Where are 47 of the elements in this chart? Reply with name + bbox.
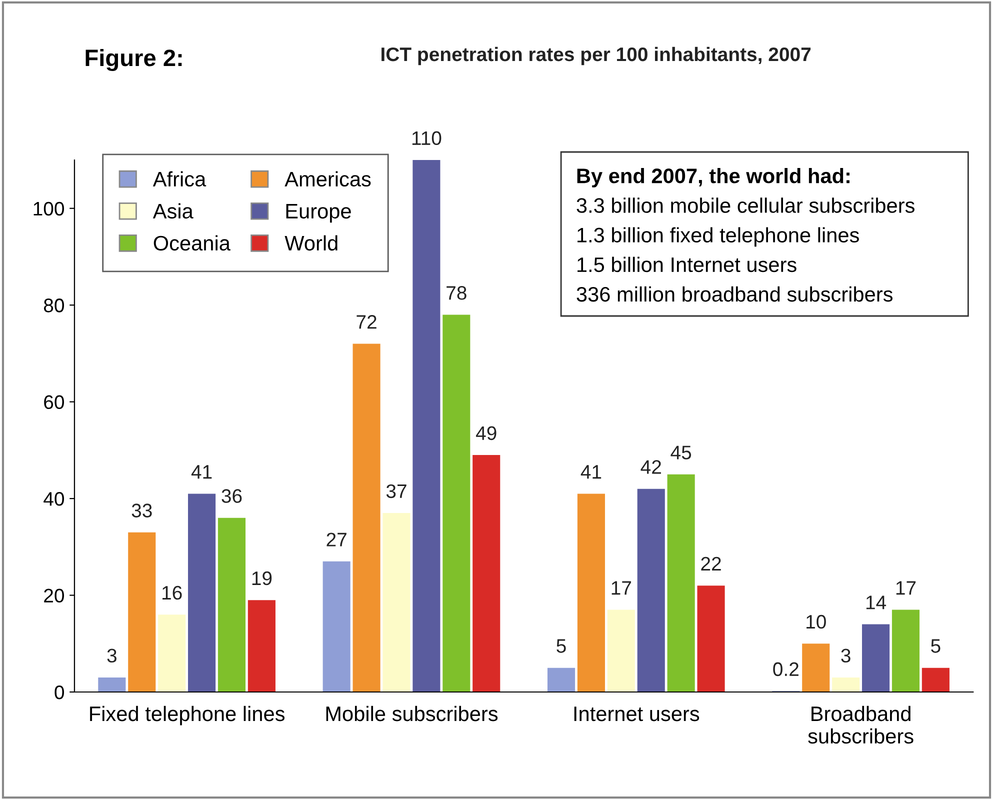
- legend-label: World: [284, 235, 338, 251]
- data-label: 45: [670, 446, 692, 460]
- data-label: 42: [640, 460, 661, 474]
- y-tick-label: 40: [44, 492, 64, 506]
- y-tick-label: 100: [34, 202, 64, 216]
- data-label: 0.2: [773, 662, 798, 676]
- legend-label: Asia: [152, 203, 194, 219]
- chart-title: ICT penetration rates per 100 inhabitants, 2007: [382, 46, 811, 66]
- annotation: 1.5 billion Internet users: [578, 256, 796, 272]
- annotation: 3.3 billion mobile cellular subscribers: [576, 198, 914, 213]
- x-tick-label: Fixed telephone lines: [90, 706, 285, 726]
- data-label: 41: [191, 465, 212, 479]
- caption: Figure 2:: [86, 48, 182, 72]
- legend-label: Americas: [284, 171, 371, 187]
- data-label: 16: [162, 586, 182, 600]
- data-label: 19: [252, 571, 272, 586]
- data-label: 33: [132, 504, 152, 518]
- data-label: 37: [386, 484, 406, 498]
- y-tick-label: 80: [44, 298, 64, 312]
- y-tick-label: 20: [44, 588, 64, 603]
- y-tick-label: 60: [44, 395, 64, 410]
- data-label: 5: [556, 639, 566, 653]
- data-label: 14: [866, 596, 886, 610]
- legend-label: Africa: [152, 171, 206, 187]
- data-label: 3: [107, 648, 116, 663]
- data-label: 72: [356, 315, 376, 329]
- x-tick-label: Mobile subscribers: [326, 706, 498, 722]
- y-tick-label: 0: [54, 685, 64, 700]
- x-tick-label: Internet users: [574, 706, 700, 722]
- data-label: 22: [701, 556, 721, 570]
- data-label: 78: [446, 286, 466, 300]
- data-label: 10: [806, 614, 826, 629]
- data-label: 5: [931, 639, 940, 653]
- data-label: 17: [612, 581, 631, 595]
- data-label: 3: [841, 648, 850, 663]
- data-label: 49: [476, 426, 496, 440]
- annotation: 336 million broadband subscribers: [576, 286, 892, 302]
- data-label: 27: [326, 532, 346, 546]
- data-label: 110: [412, 131, 442, 146]
- annotation: By end 2007, the world had:: [577, 168, 850, 188]
- data-label: 41: [580, 465, 602, 479]
- annotation: 1.3 billion fixed telephone lines: [578, 227, 859, 247]
- legend-label: Europe: [286, 204, 351, 223]
- legend-label: Oceania: [154, 235, 230, 251]
- data-label: 36: [222, 489, 242, 503]
- x-tick-label: Broadband subscribers: [808, 706, 914, 744]
- data-label: 17: [896, 581, 916, 595]
